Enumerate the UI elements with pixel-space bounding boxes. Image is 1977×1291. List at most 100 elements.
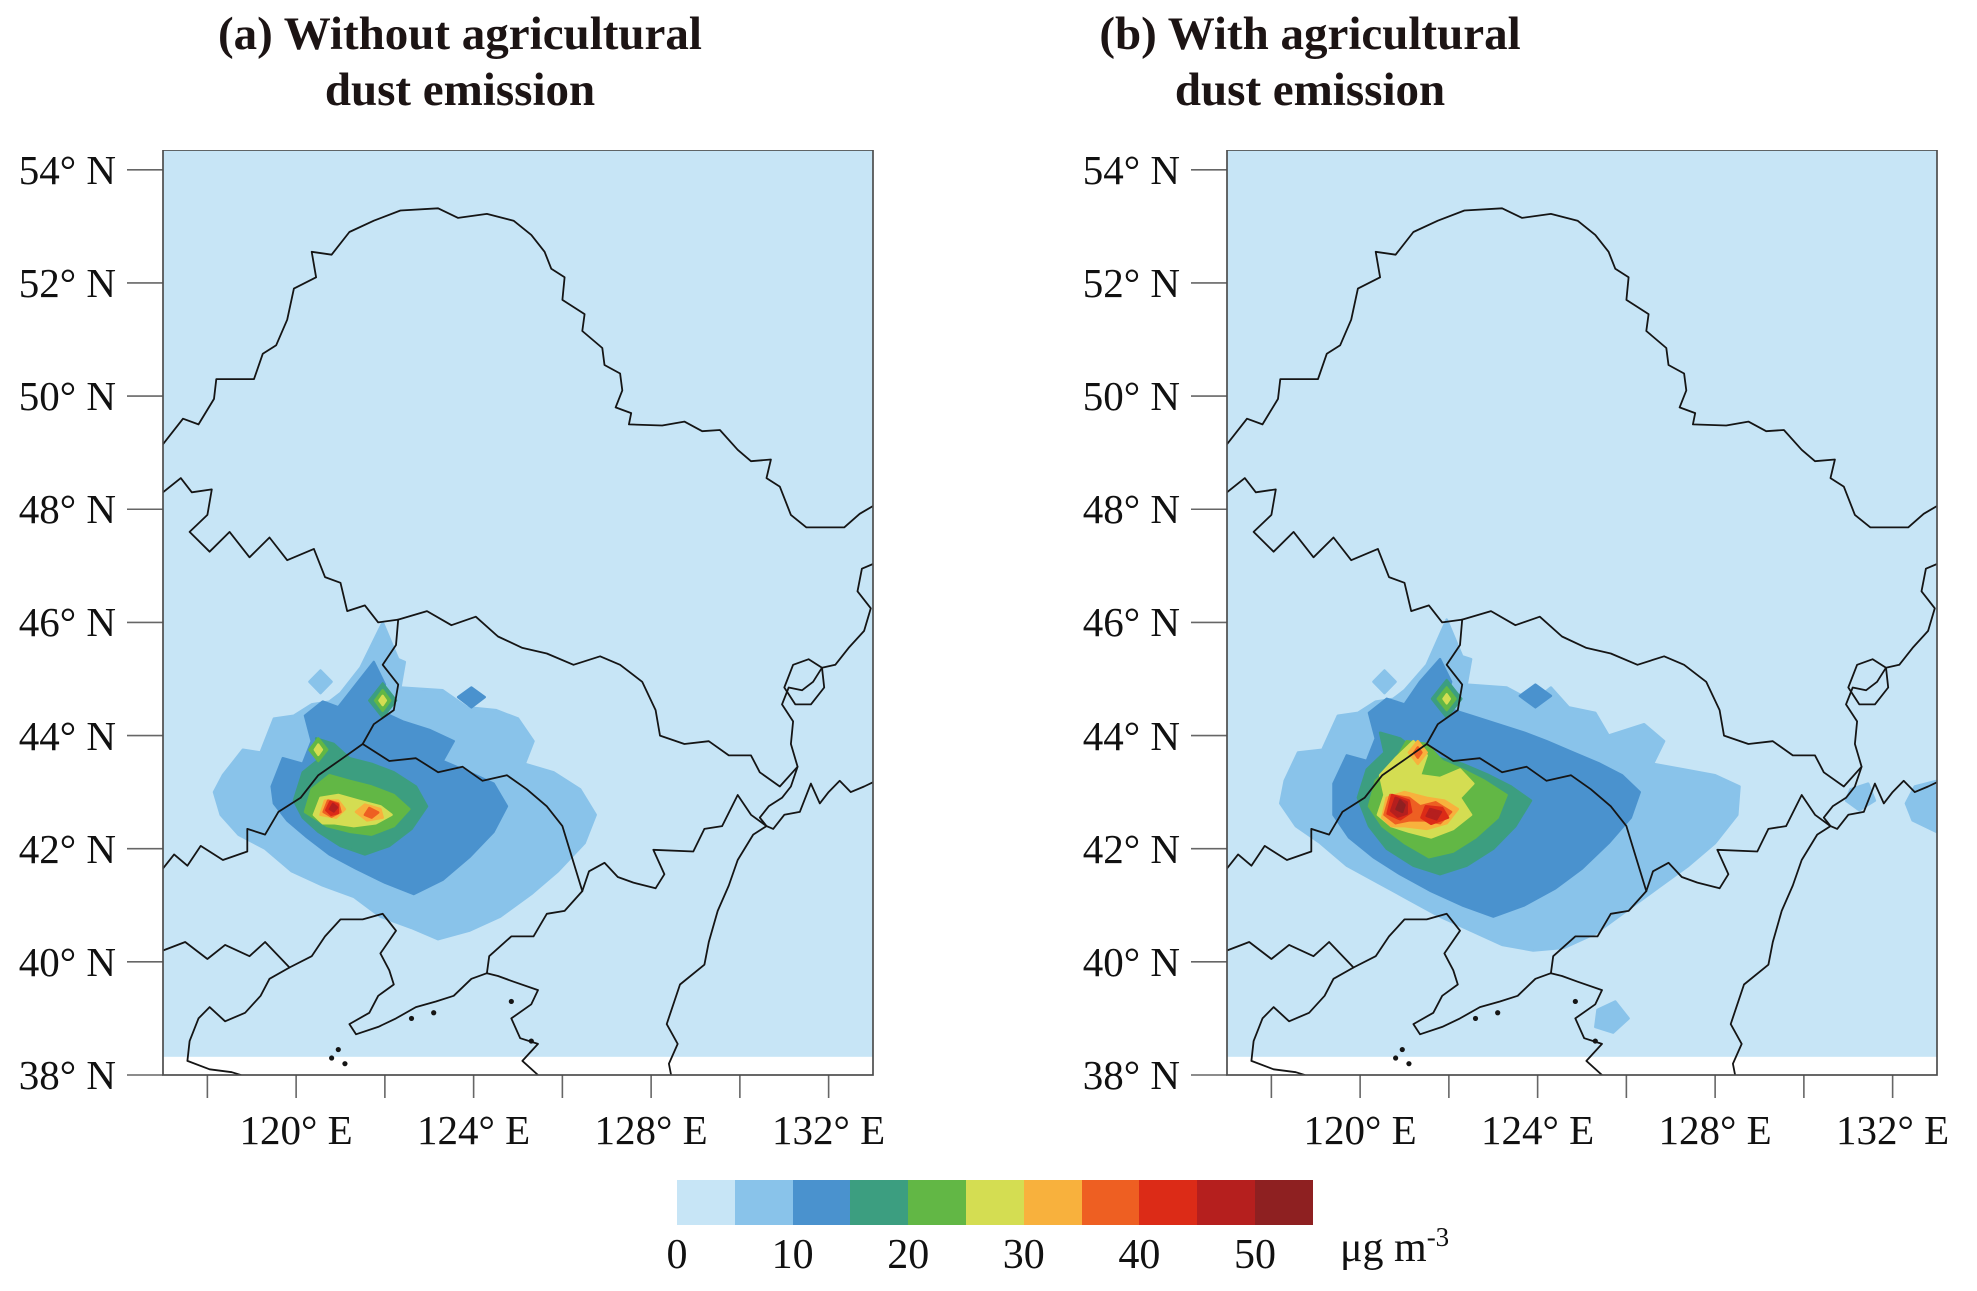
map-border-layer-a	[163, 207, 873, 1075]
lat-tick-label-b: 48° N	[1082, 486, 1180, 533]
contour-a-45	[328, 802, 339, 813]
panel-a-map-svg	[127, 150, 874, 1098]
island-dot	[431, 1010, 437, 1016]
province-border-line	[361, 743, 584, 892]
lon-tick-label-a: 128° E	[594, 1107, 708, 1153]
colorbar-swatch-30	[1023, 1180, 1083, 1225]
contour-b-35	[1413, 746, 1423, 759]
colorbar-swatch-50	[1255, 1180, 1314, 1225]
map-frame-b	[1226, 150, 1938, 1076]
province-border-line	[1425, 743, 1648, 892]
panel-a-title-line1: (a) Without agricultural	[218, 8, 702, 60]
colorbar-swatch-40	[1139, 1180, 1198, 1225]
province-border-line	[1227, 207, 1937, 529]
province-border-line	[765, 779, 873, 830]
lat-tick-label-a: 52° N	[18, 259, 116, 306]
province-border-line	[1729, 825, 1832, 1075]
colorbar-swatch-10	[792, 1180, 851, 1225]
colorbar-tick-label-0: 0	[666, 1232, 688, 1278]
lat-tick-label-a: 46° N	[18, 599, 116, 646]
lat-tick-label-a: 38° N	[18, 1052, 116, 1098]
province-border-line	[1822, 563, 1937, 827]
island-dot	[508, 998, 514, 1005]
province-border-line	[163, 477, 400, 870]
lon-tick-label-b: 124° E	[1481, 1107, 1595, 1153]
island-dot	[329, 1055, 335, 1061]
map-frame-a	[162, 150, 874, 1076]
colorbar-tick-label-30: 30	[1002, 1232, 1045, 1278]
colorbar-tick-label-40: 40	[1118, 1232, 1161, 1278]
lat-tick-label-a: 54° N	[18, 146, 116, 193]
province-border-line	[163, 941, 291, 969]
island-dot	[335, 1046, 341, 1053]
contour-b-25	[1442, 693, 1452, 705]
province-border-line	[1227, 477, 1464, 870]
colorbar-swatch-25	[966, 1180, 1025, 1225]
province-border-line	[486, 794, 768, 975]
colorbar-swatch-0	[677, 1180, 736, 1225]
colorbar-unit-base: μg m	[1340, 1225, 1427, 1271]
lat-tick-label-b: 54° N	[1082, 146, 1180, 193]
province-border-line	[163, 207, 873, 529]
map-border-layer-b	[1227, 207, 1937, 1075]
colorbar-unit-exponent: -3	[1426, 1222, 1450, 1252]
lon-tick-label-a: 132° E	[772, 1107, 886, 1153]
island-dot	[1399, 1046, 1405, 1053]
province-border-line	[758, 563, 873, 827]
colorbar-swatch-35	[1081, 1180, 1140, 1225]
lon-tick-label-b: 132° E	[1836, 1107, 1950, 1153]
panel-a-title: (a) Without agricultural dust emission	[130, 6, 790, 118]
province-border-line	[1829, 779, 1937, 830]
lon-tick-label-b: 128° E	[1658, 1107, 1772, 1153]
province-border-line	[1550, 794, 1832, 975]
lon-tick-label-a: 120° E	[239, 1107, 353, 1153]
colorbar-swatch-5	[734, 1180, 794, 1225]
island-dot	[1495, 1010, 1501, 1016]
lake-outline	[783, 658, 826, 706]
contour-b-5	[1904, 779, 1937, 834]
contour-a-5	[308, 669, 333, 695]
lat-tick-label-a: 44° N	[18, 712, 116, 759]
panel-b-title-line2: dust emission	[1174, 64, 1446, 116]
contour-b-5	[1372, 669, 1397, 695]
province-border-line	[1250, 912, 1552, 1075]
panel-b-map-svg	[1191, 150, 1938, 1098]
lat-tick-label-a: 40° N	[18, 938, 116, 985]
island-dot	[1572, 998, 1578, 1005]
lat-tick-label-b: 42° N	[1082, 825, 1180, 872]
colorbar-swatch-20	[908, 1180, 967, 1225]
province-border-line	[397, 610, 799, 788]
map-contour-layer-a	[163, 150, 873, 1075]
province-border-line	[1550, 972, 1603, 1075]
colorbar-tick-label-50: 50	[1234, 1232, 1276, 1278]
panel-b-title-line1: (b) With agricultural	[1099, 8, 1521, 60]
lat-tick-label-b: 40° N	[1082, 938, 1180, 985]
contour-b-50	[1395, 799, 1406, 814]
colorbar-unit: μg m-3	[1340, 1224, 1449, 1271]
island-dot	[1406, 1061, 1412, 1067]
island-dot	[408, 1015, 415, 1022]
contour-a-35	[363, 806, 380, 819]
lat-tick-label-b: 50° N	[1082, 373, 1180, 420]
lat-tick-label-a: 48° N	[18, 486, 116, 533]
island-dot	[342, 1061, 348, 1067]
lat-tick-label-b: 38° N	[1082, 1052, 1180, 1098]
contour-b-10	[1518, 683, 1553, 709]
island-dot	[1393, 1055, 1399, 1061]
province-border-line	[186, 912, 488, 1075]
lat-tick-label-a: 50° N	[18, 373, 116, 420]
colorbar-swatch-45	[1197, 1180, 1256, 1225]
contour-a-10	[456, 686, 486, 709]
province-border-line	[1461, 610, 1863, 788]
province-border-line	[1227, 941, 1355, 969]
lon-tick-label-b: 120° E	[1303, 1107, 1417, 1153]
contour-a-25	[313, 743, 324, 757]
island-dot	[1472, 1015, 1479, 1022]
lon-tick-label-a: 124° E	[417, 1107, 531, 1153]
panel-b-title: (b) With agricultural dust emission	[1000, 6, 1620, 118]
contour-b-45	[1425, 807, 1443, 821]
colorbar-tick-label-10: 10	[771, 1232, 814, 1278]
contour-a-25	[378, 694, 388, 707]
province-border-line	[486, 972, 539, 1075]
